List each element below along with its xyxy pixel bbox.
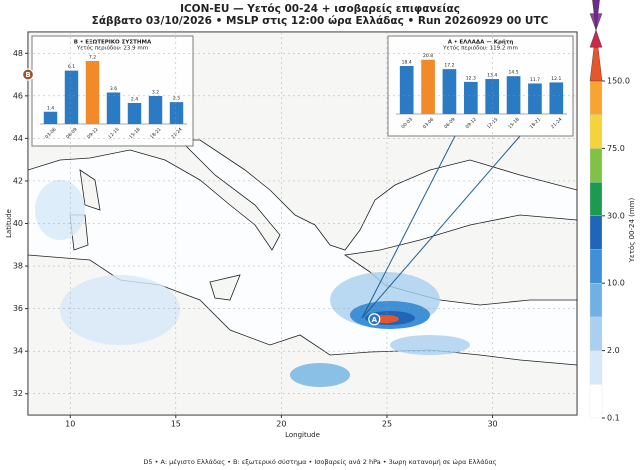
inset-frame: [31, 35, 194, 147]
bar: [485, 79, 500, 114]
colorbar-tick-label: 30.0: [607, 211, 625, 220]
colorbar-band: [589, 350, 603, 385]
colorbar-cap: [592, 0, 600, 31]
bar-value-label: 20.8: [423, 53, 433, 59]
subtitle: Σάββατο 03/10/2026 • MSLP στις 12:00 ώρα…: [92, 15, 549, 27]
colorbar: 0.1 2.0 10.0 30.0 75.0 150.0 Υετός 00-24 (mm): [589, 0, 636, 423]
bar: [85, 61, 100, 124]
bar: [169, 102, 184, 124]
bar-value-label: 11.7: [530, 77, 540, 83]
bar-value-label: 17.2: [444, 63, 454, 69]
colorbar-tick-label: 150.0: [607, 77, 630, 86]
colorbar-band: [589, 215, 603, 250]
bar: [399, 66, 414, 114]
x-axis-label: Longitude: [285, 431, 320, 439]
bar-value-label: 18.4: [402, 60, 412, 66]
y-tick-label: 42: [13, 176, 23, 185]
colorbar-tick-label: 2.0: [607, 346, 620, 355]
x-tick-label: 10: [65, 420, 75, 429]
bar-value-label: 3.6: [110, 86, 117, 92]
y-tick-label: 34: [13, 347, 23, 356]
marker-label: A: [372, 316, 378, 324]
y-tick-label: 44: [13, 134, 23, 143]
inset-title: B • ΕΞΩΤΕΡΙΚΟ ΣΥΣΤΗΜΑ: [74, 40, 152, 46]
bar: [148, 96, 163, 124]
colorbar-band: [589, 114, 603, 149]
bar: [127, 103, 142, 124]
y-tick-label: 36: [13, 304, 23, 313]
bar-value-label: 13.4: [487, 73, 497, 79]
bar: [463, 81, 478, 114]
colorbar-tick-label: 10.0: [607, 279, 625, 288]
marker: [21, 68, 35, 81]
colorbar-cap: [589, 29, 603, 82]
bar: [549, 82, 564, 114]
bar: [442, 69, 457, 114]
colorbar-band: [589, 181, 603, 216]
inset-frame: [387, 35, 574, 137]
y-axis-label: Latitude: [5, 209, 13, 238]
colorbar-tick-label: 75.0: [607, 144, 625, 153]
x-tick-label: 25: [382, 420, 392, 429]
pointer-lines: [361, 135, 521, 319]
bar: [506, 76, 521, 114]
footer: D5 • A: μέγιστο Ελλάδας • B: εξωτερικό σ…: [143, 458, 496, 466]
bar-value-label: 6.1: [68, 64, 75, 70]
bar-value-label: 2.4: [131, 97, 138, 103]
colorbar-band: [589, 80, 603, 115]
colorbar-band: [589, 316, 603, 351]
inset-subtitle: Υετός περιόδου: 119.2 mm: [442, 45, 518, 52]
colorbar-band: [589, 283, 603, 318]
colorbar-cap: [589, 29, 603, 48]
marker-label: B: [25, 71, 30, 79]
bar-value-label: 1.4: [47, 105, 54, 111]
colorbar-band: [589, 384, 603, 419]
inset-title: A • ΕΛΛΑΔΑ — Κρήτη: [448, 39, 514, 46]
bar: [43, 111, 58, 124]
y-tick-label: 48: [13, 49, 23, 58]
colorbar-band: [589, 148, 603, 183]
bar-value-label: 3.2: [152, 90, 159, 96]
bar: [106, 92, 121, 124]
y-tick-label: 46: [13, 91, 23, 100]
bar-value-label: 7.2: [89, 55, 96, 61]
marker: [368, 313, 381, 326]
title: ICON-EU — Υετός 00-24 + ισοβαρείς επιφαν…: [180, 3, 460, 15]
bar-value-label: 12.3: [466, 75, 476, 81]
bar: [64, 70, 79, 124]
x-tick-label: 30: [487, 420, 497, 429]
y-tick-label: 38: [13, 262, 23, 271]
y-tick-label: 32: [13, 389, 23, 398]
x-tick-label: 15: [171, 420, 181, 429]
colorbar-band: [589, 249, 603, 284]
inset-subtitle: Υετός περιόδου: 23.9 mm: [76, 45, 148, 52]
bar-value-label: 2.5: [173, 96, 180, 102]
bar-value-label: 14.5: [509, 70, 519, 76]
y-tick-label: 40: [13, 219, 23, 228]
colorbar-tick-label: 0.1: [607, 414, 620, 423]
bar: [421, 59, 435, 114]
bar: [528, 83, 542, 114]
x-tick-label: 20: [276, 420, 286, 429]
precipitation: [35, 180, 470, 387]
bar-value-label: 12.1: [551, 76, 561, 82]
colorbar-label: Υετός 00-24 (mm): [628, 197, 636, 263]
